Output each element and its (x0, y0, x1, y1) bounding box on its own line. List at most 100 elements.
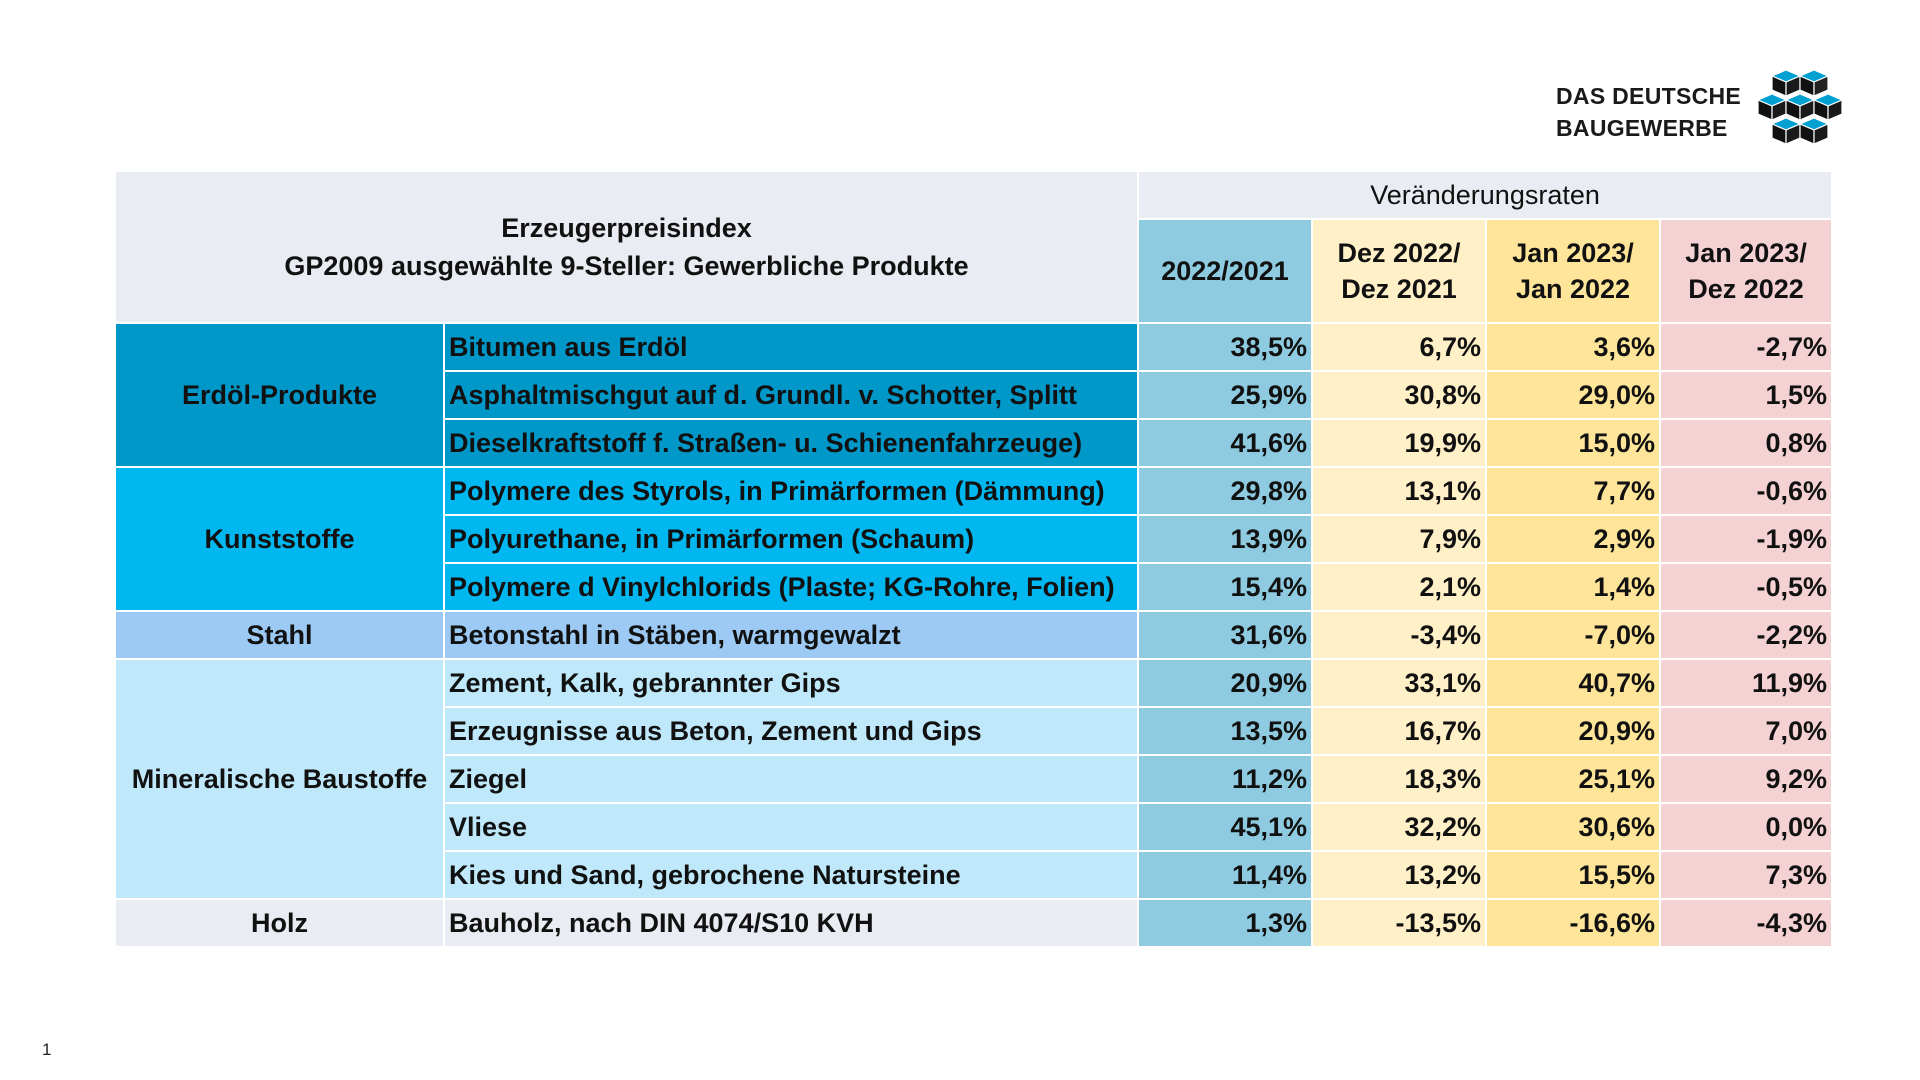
value-cell: 11,2% (1138, 755, 1314, 804)
value-cell: 3,6% (1486, 323, 1662, 372)
value-cell: 0,0% (1660, 803, 1834, 852)
product-cell: Zement, Kalk, gebrannter Gips (444, 659, 1140, 708)
table-title-line-2: GP2009 ausgewählte 9-Steller: Gewerblich… (284, 251, 969, 281)
column-header-line: Jan 2023/ (1512, 238, 1634, 268)
value-cell: 2,9% (1486, 515, 1662, 564)
category-cell: Erdöl-Produkte (116, 323, 445, 468)
table-row: Dieselkraftstoff f. Straßen- u. Schienen… (116, 419, 1834, 468)
column-header-2022-2021: 2022/2021 (1138, 219, 1314, 324)
category-cell: Holz (116, 899, 445, 948)
logo-line-2: BAUGEWERBE (1556, 115, 1728, 141)
product-cell: Asphaltmischgut auf d. Grundl. v. Schott… (444, 371, 1140, 420)
table-row: Mineralische Baustoffe Zement, Kalk, gebr… (116, 659, 1834, 900)
value-cell: 1,4% (1486, 563, 1662, 612)
slide-number: 1 (42, 1040, 52, 1059)
value-cell: 29,0% (1486, 371, 1662, 420)
value-cell: -0,6% (1660, 467, 1834, 516)
cube-logo-icon (1756, 69, 1844, 145)
value-cell: -1,9% (1660, 515, 1834, 564)
column-header-line: Dez 2021 (1341, 274, 1457, 304)
value-cell: 7,7% (1486, 467, 1662, 516)
value-cell: 29,8% (1138, 467, 1314, 516)
column-header-jan2023-jan2022: Jan 2023/ Jan 2022 (1486, 219, 1662, 324)
category-cell: Mineralische Baustoffe (116, 659, 445, 900)
value-cell: 11,4% (1138, 851, 1314, 900)
column-header-jan2023-dez2022: Jan 2023/ Dez 2022 (1660, 219, 1834, 324)
value-cell: 30,8% (1312, 371, 1488, 420)
value-cell: -13,5% (1312, 899, 1488, 948)
column-header-line: Jan 2023/ (1685, 238, 1807, 268)
value-cell: 40,7% (1486, 659, 1662, 708)
product-cell: Erzeugnisse aus Beton, Zement und Gips (444, 707, 1140, 756)
value-cell: 13,1% (1312, 467, 1488, 516)
value-cell: 1,3% (1138, 899, 1314, 948)
price-index-table: Erzeugerpreisindex GP2009 ausgewählte 9-… (116, 172, 1834, 948)
value-cell: -2,7% (1660, 323, 1834, 372)
table-row: Kunststoffe Polymere des Styrols, in Prim… (116, 467, 1834, 612)
table-row: Erzeugnisse aus Beton, Zement und Gips 13… (116, 707, 1834, 756)
value-cell: 13,9% (1138, 515, 1314, 564)
value-cell: 2,1% (1312, 563, 1488, 612)
product-cell: Bauholz, nach DIN 4074/S10 KVH (444, 899, 1140, 948)
product-cell: Polymere d Vinylchlorids (Plaste; KG-Roh… (444, 563, 1140, 612)
value-cell: 38,5% (1138, 323, 1314, 372)
column-header-line: 2022/2021 (1161, 256, 1289, 286)
value-cell: 7,9% (1312, 515, 1488, 564)
value-cell: 31,6% (1138, 611, 1314, 660)
value-cell: 9,2% (1660, 755, 1834, 804)
table-row: Ziegel 11,2% 18,3% 25,1% 9,2% (116, 755, 1834, 804)
value-cell: 15,4% (1138, 563, 1314, 612)
value-cell: -16,6% (1486, 899, 1662, 948)
value-cell: 15,0% (1486, 419, 1662, 468)
product-cell: Ziegel (444, 755, 1140, 804)
value-cell: -7,0% (1486, 611, 1662, 660)
value-cell: 0,8% (1660, 419, 1834, 468)
table-row: Polymere d Vinylchlorids (Plaste; KG-Roh… (116, 563, 1834, 612)
column-group-header: Veränderungsraten (1138, 172, 1834, 220)
product-cell: Vliese (444, 803, 1140, 852)
table-row: Holz Bauholz, nach DIN 4074/S10 KVH 1,3% -1… (116, 899, 1834, 948)
value-cell: 16,7% (1312, 707, 1488, 756)
product-cell: Polymere des Styrols, in Primärformen (D… (444, 467, 1140, 516)
value-cell: -2,2% (1660, 611, 1834, 660)
value-cell: 11,9% (1660, 659, 1834, 708)
table-row: Asphaltmischgut auf d. Grundl. v. Schott… (116, 371, 1834, 420)
value-cell: 20,9% (1486, 707, 1662, 756)
category-cell: Kunststoffe (116, 467, 445, 612)
table-row: Polyurethane, in Primärformen (Schaum) 13… (116, 515, 1834, 564)
value-cell: 32,2% (1312, 803, 1488, 852)
value-cell: 20,9% (1138, 659, 1314, 708)
logo-text: DAS DEUTSCHE BAUGEWERBE (1556, 80, 1741, 144)
table-row: Stahl Betonstahl in Stäben, warmgewalzt 31… (116, 611, 1834, 660)
value-cell: 41,6% (1138, 419, 1314, 468)
value-cell: 30,6% (1486, 803, 1662, 852)
value-cell: -4,3% (1660, 899, 1834, 948)
column-header-dez2022-dez2021: Dez 2022/ Dez 2021 (1312, 219, 1488, 324)
table-title: Erzeugerpreisindex GP2009 ausgewählte 9-… (116, 172, 1140, 324)
product-cell: Bitumen aus Erdöl (444, 323, 1140, 372)
table-title-line-1: Erzeugerpreisindex (501, 213, 752, 243)
column-header-line: Dez 2022/ (1337, 238, 1461, 268)
product-cell: Polyurethane, in Primärformen (Schaum) (444, 515, 1140, 564)
value-cell: 25,9% (1138, 371, 1314, 420)
table-row: Vliese 45,1% 32,2% 30,6% 0,0% (116, 803, 1834, 852)
product-cell: Betonstahl in Stäben, warmgewalzt (444, 611, 1140, 660)
brand-logo: DAS DEUTSCHE BAUGEWERBE (1556, 66, 1856, 156)
column-header-line: Jan 2022 (1515, 274, 1631, 304)
value-cell: 19,9% (1312, 419, 1488, 468)
value-cell: -0,5% (1660, 563, 1834, 612)
product-cell: Kies und Sand, gebrochene Natursteine (444, 851, 1140, 900)
value-cell: 15,5% (1486, 851, 1662, 900)
value-cell: 13,2% (1312, 851, 1488, 900)
category-cell: Stahl (116, 611, 445, 660)
value-cell: 7,0% (1660, 707, 1834, 756)
value-cell: 18,3% (1312, 755, 1488, 804)
product-cell: Dieselkraftstoff f. Straßen- u. Schienen… (444, 419, 1140, 468)
value-cell: -3,4% (1312, 611, 1488, 660)
table-row: Kies und Sand, gebrochene Natursteine 11,… (116, 851, 1834, 900)
logo-line-1: DAS DEUTSCHE (1556, 83, 1742, 109)
value-cell: 45,1% (1138, 803, 1314, 852)
value-cell: 1,5% (1660, 371, 1834, 420)
table-row: Erdöl-Produkte Bitumen aus Erdöl 38,5% 6,7%… (116, 323, 1834, 468)
value-cell: 33,1% (1312, 659, 1488, 708)
